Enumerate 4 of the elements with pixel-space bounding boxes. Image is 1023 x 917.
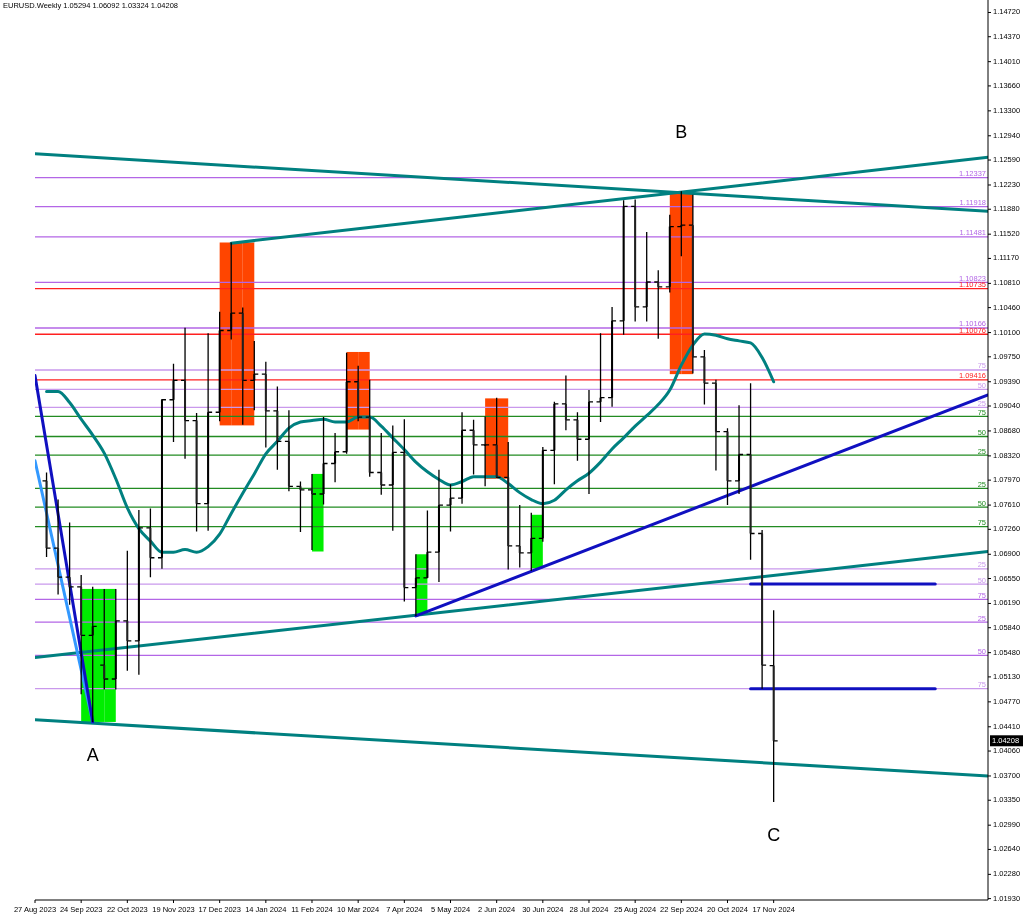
annotation: B bbox=[675, 121, 688, 142]
annotation: A bbox=[86, 744, 99, 765]
line-series bbox=[45, 332, 776, 554]
annotation: C bbox=[767, 824, 781, 845]
